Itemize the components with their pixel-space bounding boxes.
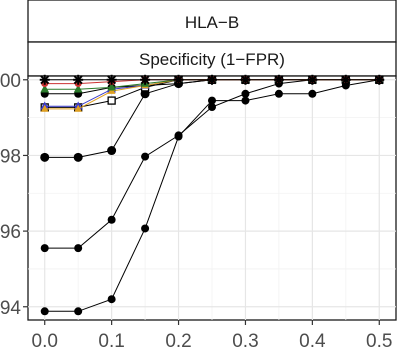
data-point <box>274 89 283 98</box>
data-point <box>241 96 250 105</box>
data-point <box>107 295 116 304</box>
strip-label-bottom: Specificity (1−FPR) <box>139 50 285 69</box>
data-point <box>307 75 317 85</box>
data-point <box>374 75 384 85</box>
data-point <box>208 96 216 105</box>
strip-background-bottom <box>27 41 397 77</box>
data-point <box>140 75 150 85</box>
data-point <box>140 89 150 99</box>
data-point <box>73 84 83 93</box>
data-point <box>40 75 50 85</box>
data-point <box>341 75 351 85</box>
y-tick-label: .98 <box>0 146 21 167</box>
data-point <box>73 75 83 85</box>
strip-background-top <box>27 0 397 43</box>
data-point <box>107 146 117 156</box>
series-layer <box>39 74 385 316</box>
x-tick-label: 0.0 <box>32 331 58 352</box>
data-point <box>308 89 317 98</box>
axis-layer: 0.0 0.1 0.2 0.3 0.4 0.5 .00 .98 .96 .94 <box>0 71 392 352</box>
data-point <box>241 89 250 98</box>
data-point <box>141 224 150 233</box>
x-tick-label: 0.2 <box>165 331 191 352</box>
data-point <box>40 84 50 93</box>
grid-layer <box>28 76 396 320</box>
data-point <box>74 104 83 112</box>
data-point <box>274 75 284 85</box>
x-tick-label: 0.1 <box>98 331 124 352</box>
data-point <box>174 75 184 85</box>
data-point <box>107 96 116 105</box>
y-tick-label: .00 <box>0 71 21 92</box>
strip-label-top: HLA−B <box>185 13 239 32</box>
data-point <box>40 104 49 112</box>
data-point <box>74 244 83 253</box>
data-point <box>107 215 116 224</box>
x-tick-label: 0.5 <box>366 331 392 352</box>
y-tick-label: .94 <box>0 298 21 319</box>
data-point <box>141 152 150 161</box>
data-point <box>74 307 83 316</box>
data-point <box>207 75 217 85</box>
data-point <box>208 103 216 112</box>
data-point <box>40 152 50 162</box>
data-point <box>107 75 117 85</box>
data-point <box>40 307 49 316</box>
y-tick-label: .96 <box>0 222 21 243</box>
data-point <box>40 244 49 253</box>
data-point <box>73 152 83 162</box>
data-point <box>240 75 250 85</box>
x-tick-label: 0.3 <box>232 331 258 352</box>
data-point <box>107 82 117 91</box>
x-tick-label: 0.4 <box>299 331 326 352</box>
data-point <box>174 131 183 140</box>
